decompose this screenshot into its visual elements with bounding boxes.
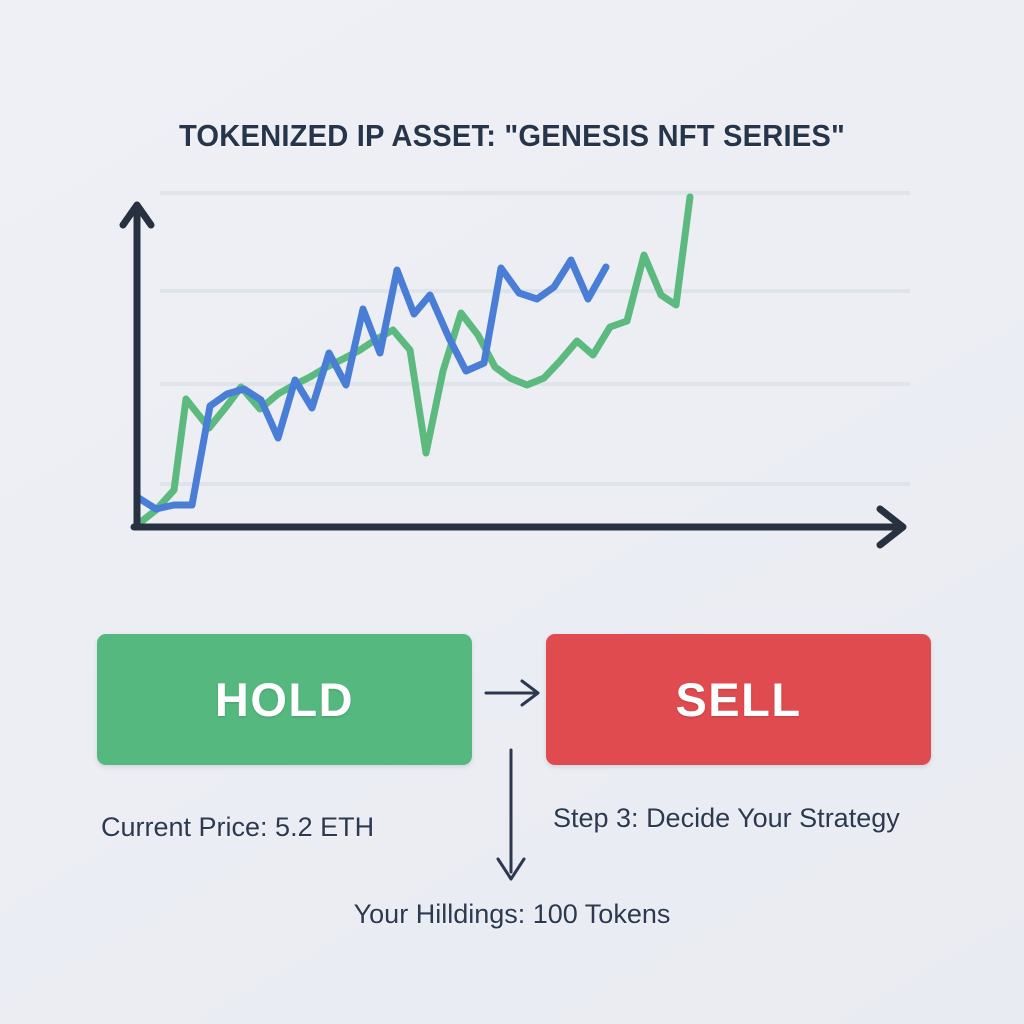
chart-x-axis: [130, 505, 907, 549]
arrow-down-icon: [496, 748, 526, 881]
current-price-label: Current Price: 5.2 ETH: [101, 812, 375, 842]
chart-gridlines: [160, 191, 910, 486]
strategy-step-label: Step 3: Decide Your Strategy: [553, 803, 900, 833]
price-chart: [110, 175, 930, 550]
hold-button[interactable]: HOLD: [97, 634, 472, 765]
sell-button[interactable]: SELL: [546, 634, 931, 765]
chart-line-series-b: [133, 193, 694, 529]
holdings-label: Your Hilldings: 100 Tokens: [353, 899, 671, 929]
chart-y-axis: [119, 201, 155, 531]
price-chart-svg: [119, 191, 910, 549]
chart-line-series-a: [133, 256, 610, 513]
arrow-right-icon: [484, 679, 540, 707]
page-title: TOKENIZED IP ASSET: "GENESIS NFT SERIES": [178, 118, 846, 153]
